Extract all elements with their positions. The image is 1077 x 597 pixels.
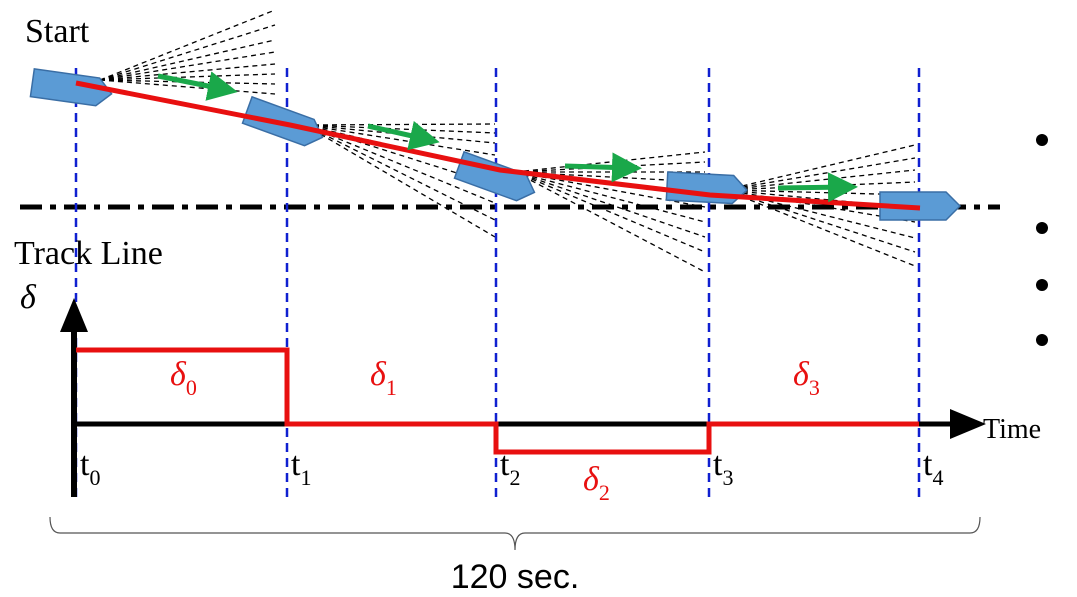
sensor-ray <box>304 123 496 126</box>
sensor-ray <box>724 144 916 191</box>
sensor-ray <box>99 51 276 81</box>
sensor-ray <box>99 39 276 81</box>
sensor-ray <box>514 171 706 223</box>
sensor-ray <box>724 181 916 191</box>
y-axis-label: δ <box>20 279 37 316</box>
symbol: δ <box>370 356 387 393</box>
sensor-ray <box>724 189 916 239</box>
symbol: t <box>291 446 301 483</box>
sensor-ray <box>514 151 706 173</box>
subscript: 3 <box>809 375 820 400</box>
sensor-ray <box>99 63 276 81</box>
symbol: δ <box>793 356 810 393</box>
sensor-ray <box>99 24 276 81</box>
duration-label: 120 sec. <box>451 558 580 596</box>
symbol: t <box>713 446 723 483</box>
sensor-ray <box>514 171 706 253</box>
sensor-ray <box>514 161 706 173</box>
subscripted-label: t0 <box>80 446 100 490</box>
heading-arrows <box>157 71 858 203</box>
subscripted-label: t2 <box>500 446 520 490</box>
subscripted-label: t3 <box>713 446 733 490</box>
sensor-ray <box>724 189 916 209</box>
start-label: Start <box>25 13 90 50</box>
sensor-ray <box>99 9 276 81</box>
sensor-ray <box>724 189 916 253</box>
sensor-ray <box>99 79 276 95</box>
sensor-ray <box>304 124 496 204</box>
trajectory <box>75 80 921 211</box>
x-axis-arrow <box>950 409 986 439</box>
symbol: δ <box>583 461 600 498</box>
sensor-ray <box>724 169 916 191</box>
symbol: t <box>923 446 933 483</box>
symbol: t <box>80 446 90 483</box>
subscript: 3 <box>722 465 733 490</box>
boat <box>665 171 749 205</box>
sensor-ray <box>724 189 916 196</box>
symbol: t <box>500 446 510 483</box>
subscripted-label: δ2 <box>583 461 610 505</box>
subscript: 1 <box>300 465 311 490</box>
subscript: 1 <box>386 375 397 400</box>
y-axis-arrow <box>60 298 88 332</box>
steering-steps <box>76 347 919 455</box>
sensor-ray <box>99 79 276 85</box>
duration-brace <box>49 516 981 551</box>
subscript: 2 <box>509 465 520 490</box>
subscripted-label: t1 <box>291 446 311 490</box>
sensor-ray <box>724 189 916 267</box>
sensor-ray <box>304 124 496 134</box>
subscript: 2 <box>599 480 610 505</box>
subscript: 0 <box>186 375 197 400</box>
sensor-fans <box>99 9 916 273</box>
x-axis-label: Time <box>983 414 1041 445</box>
sensor-ray <box>99 73 276 81</box>
boat <box>29 68 113 107</box>
subscript: 4 <box>932 465 943 490</box>
symbol: δ <box>170 356 187 393</box>
bullets <box>1036 134 1048 346</box>
sensor-ray <box>304 124 496 238</box>
subscripted-label: t4 <box>923 446 943 490</box>
subscript: 0 <box>89 465 100 490</box>
subscripted-label: δ0 <box>170 356 197 400</box>
subscripted-label: δ1 <box>370 356 397 400</box>
subscripted-label: δ3 <box>793 356 820 400</box>
track-line-label: Track Line <box>14 235 163 272</box>
sensor-ray <box>304 124 496 144</box>
